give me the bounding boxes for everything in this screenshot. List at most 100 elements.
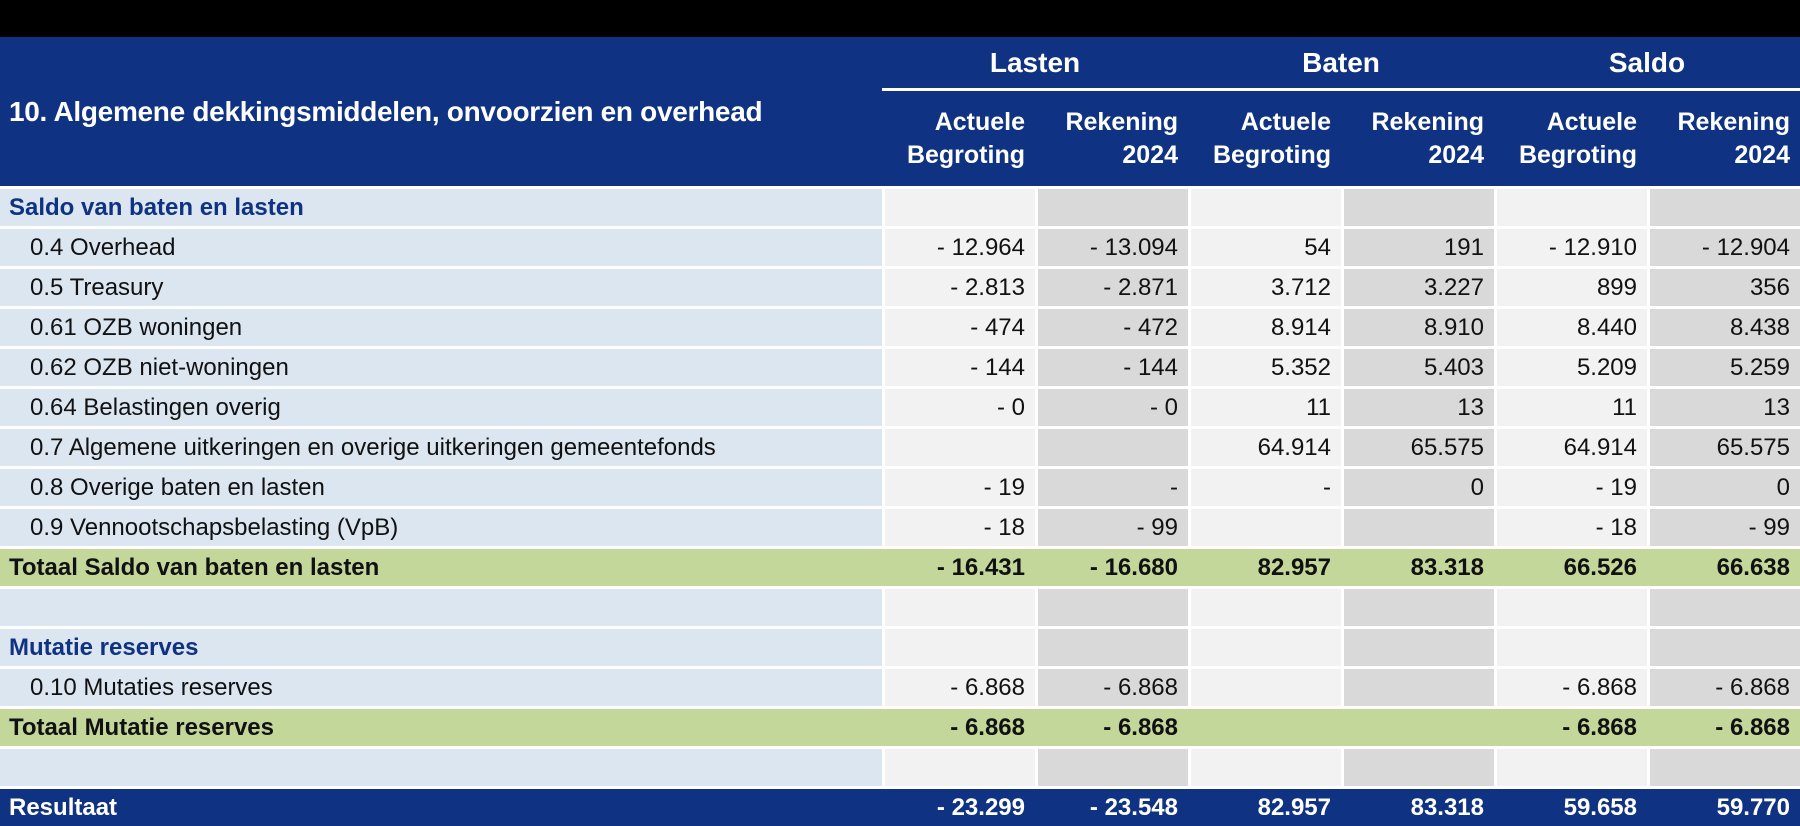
column-subheader-line2: Begroting (1518, 140, 1637, 169)
row-label: 0.10 Mutaties reserves (0, 669, 882, 706)
cell-value (1035, 189, 1188, 226)
row-label: 0.64 Belastingen overig (0, 389, 882, 426)
cell-value (882, 429, 1035, 466)
cell-value: - 472 (1035, 309, 1188, 346)
column-subheader: Actuele Begroting (882, 106, 1035, 172)
cell-value: - 2.813 (882, 269, 1035, 306)
cell-value (1494, 629, 1647, 666)
cell-value: - 6.868 (1715, 713, 1790, 741)
cell-value: - 19 (882, 469, 1035, 506)
table-row: 0.64 Belastingen overig - 0- 0 11 13 11 13 (0, 389, 1800, 426)
column-subheader-line1: Actuele (1546, 107, 1637, 136)
cell-value (1341, 749, 1494, 786)
cell-value: - (1035, 469, 1188, 506)
cell-value: 0 (1341, 469, 1494, 506)
cell-value (1035, 589, 1188, 626)
cell-value: - 6.868 (1035, 669, 1188, 706)
cell-value: 65.575 (1647, 429, 1800, 466)
cell-value (1188, 749, 1341, 786)
spacer-row (0, 749, 1800, 786)
cell-value (1647, 589, 1800, 626)
column-subheader: Rekening 2024 (1341, 106, 1494, 172)
cell-value: - 6.868 (1562, 713, 1637, 741)
cell-value: - 13.094 (1035, 229, 1188, 266)
column-subheader: Rekening 2024 (1035, 106, 1188, 172)
row-label: 0.9 Vennootschapsbelasting (VpB) (0, 509, 882, 546)
cell-value: 8.440 (1494, 309, 1647, 346)
cell-value: 3.712 (1188, 269, 1341, 306)
column-subheader-line1: Rekening (1065, 107, 1178, 136)
row-label: 0.8 Overige baten en lasten (0, 469, 882, 506)
cell-value: - 16.431 (936, 553, 1025, 581)
column-subheader-line1: Actuele (1240, 107, 1331, 136)
column-subheader: Actuele Begroting (1188, 106, 1341, 172)
cell-value (1188, 629, 1341, 666)
row-label: Saldo van baten en lasten (0, 189, 882, 226)
cell-value (1494, 589, 1647, 626)
column-subheader-line2: Begroting (1212, 140, 1331, 169)
cell-value (882, 749, 1035, 786)
cell-value: 66.526 (1563, 553, 1637, 581)
cell-value: - 99 (1035, 509, 1188, 546)
header-title-area: 10. Algemene dekkingsmiddelen, onvoorzie… (0, 37, 882, 186)
cell-value: 59.658 (1563, 793, 1637, 821)
cell-value (1341, 709, 1494, 746)
cell-value: - 18 (882, 509, 1035, 546)
column-subheader-line1: Rekening (1371, 107, 1484, 136)
table-row: 0.8 Overige baten en lasten - 19- -0- 19 0 (0, 469, 1800, 506)
cell-value: 11 (1494, 389, 1647, 426)
cell-value (1188, 189, 1341, 226)
table-row: Mutatie reserves (0, 629, 1800, 666)
table-row: 0.9 Vennootschapsbelasting (VpB) - 18- 99… (0, 509, 1800, 546)
cell-value: - 6.868 (1494, 669, 1647, 706)
column-group-label: Lasten (989, 46, 1081, 78)
table-row: Saldo van baten en lasten (0, 189, 1800, 226)
column-subheader-line1: Actuele (934, 107, 1025, 136)
row-label: 0.4 Overhead (0, 229, 882, 266)
column-subheader: Actuele Begroting (1494, 106, 1647, 172)
cell-value: 899 (1494, 269, 1647, 306)
header-columns-area: Lasten Baten Saldo Actuele Begroting Rekenin… (882, 37, 1800, 186)
column-subheader-line2: 2024 (1428, 140, 1484, 169)
cell-value: - 6.868 (882, 669, 1035, 706)
column-subheader-line2: Begroting (906, 140, 1025, 169)
cell-value: 8.914 (1188, 309, 1341, 346)
table-row: 0.7 Algemene uitkeringen en overige uitk… (0, 429, 1800, 466)
cell-value: 82.957 (1257, 553, 1331, 581)
cell-value: - 23.548 (1089, 793, 1178, 821)
cell-value: 83.318 (1410, 553, 1484, 581)
cell-value (1341, 669, 1494, 706)
cell-value: - 6.868 (1647, 669, 1800, 706)
cell-value: 8.910 (1341, 309, 1494, 346)
column-subheader-row: Actuele Begroting Rekening 2024 Actuele Begro… (882, 91, 1800, 186)
cell-value (1035, 749, 1188, 786)
row-label (0, 589, 882, 626)
cell-value: - 18 (1494, 509, 1647, 546)
cell-value: 83.318 (1410, 793, 1484, 821)
table-body: Saldo van baten en lasten 0.4 Overhead - 1… (0, 186, 1800, 826)
column-subheader: Rekening 2024 (1647, 106, 1800, 172)
column-group-underline (882, 88, 1800, 91)
cell-value: 66.638 (1716, 553, 1790, 581)
row-label (0, 749, 882, 786)
cell-value: 5.352 (1188, 349, 1341, 386)
cell-value: - 0 (882, 389, 1035, 426)
row-label: 0.7 Algemene uitkeringen en overige uitk… (0, 429, 882, 466)
cell-value: - 2.871 (1035, 269, 1188, 306)
column-group-row: Lasten Baten Saldo (882, 37, 1800, 88)
cell-value (1647, 749, 1800, 786)
top-black-bar (0, 0, 1800, 37)
cell-value: - 99 (1647, 509, 1800, 546)
cell-value (1341, 589, 1494, 626)
table-row: Totaal Mutatie reserves - 6.868 - 6.868 - 6… (0, 709, 1800, 746)
cell-value (1341, 509, 1494, 546)
cell-value (1341, 629, 1494, 666)
table-row: 0.10 Mutaties reserves - 6.868- 6.868- 6.… (0, 669, 1800, 706)
table-row: 0.61 OZB woningen - 474- 472 8.914 8.910 8.4… (0, 309, 1800, 346)
cell-value: 13 (1647, 389, 1800, 426)
cell-value: 5.259 (1647, 349, 1800, 386)
column-subheader-line2: 2024 (1122, 140, 1178, 169)
cell-value: - 144 (882, 349, 1035, 386)
row-label: Resultaat (9, 793, 118, 821)
